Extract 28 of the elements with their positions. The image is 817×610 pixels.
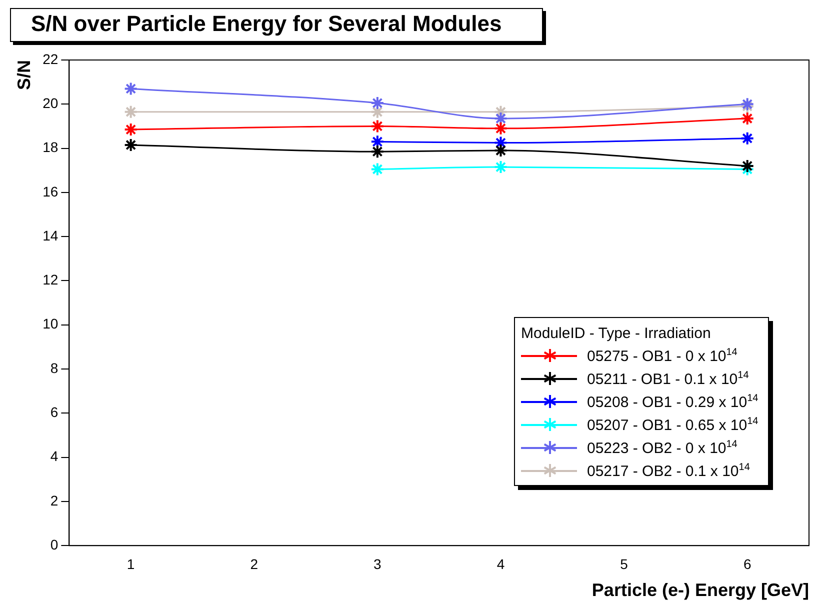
legend-label: 05208 - OB1 - 0.29 x 10$^{14}$ [587, 393, 758, 412]
y-tick-label: 4 [50, 448, 58, 464]
x-tick-label: 3 [374, 556, 382, 572]
legend-label: 05207 - OB1 - 0.65 x 10$^{14}$ [587, 416, 758, 434]
x-tick-label: 1 [126, 556, 135, 572]
y-tick-label: 8 [50, 360, 58, 376]
x-axis-title: Particle (e-) Energy [GeV] [592, 580, 809, 600]
y-tick-label: 16 [42, 183, 58, 200]
legend-label: 05217 - OB2 - 0.1 x 10$^{14}$ [587, 462, 750, 480]
y-tick-label: 12 [42, 272, 58, 288]
y-tick-label: 0 [50, 536, 58, 552]
y-tick-label: 2 [50, 492, 58, 508]
y-axis-title: S/N [14, 60, 34, 90]
x-tick-label: 6 [743, 556, 752, 572]
x-tick-label: 2 [250, 556, 258, 572]
y-tick-label: 14 [42, 227, 58, 244]
x-tick-label: 5 [620, 556, 628, 572]
legend-label: 05211 - OB1 - 0.1 x 10$^{14}$ [587, 370, 749, 388]
y-tick-label: 20 [42, 95, 58, 112]
legend-label: 05223 - OB2 - 0 x 10$^{14}$ [587, 439, 738, 458]
y-tick-label: 6 [50, 404, 58, 420]
x-tick-label: 4 [496, 556, 505, 572]
y-tick-label: 18 [42, 139, 58, 156]
chart-title: S/N over Particle Energy for Several Modules [10, 8, 543, 42]
legend-title: ModuleID - Type - Irradiation [521, 324, 712, 344]
y-tick-label: 10 [42, 316, 58, 332]
y-tick-label: 22 [42, 50, 58, 67]
legend-label: 05275 - OB1 - 0 x 10$^{14}$ [587, 347, 738, 366]
